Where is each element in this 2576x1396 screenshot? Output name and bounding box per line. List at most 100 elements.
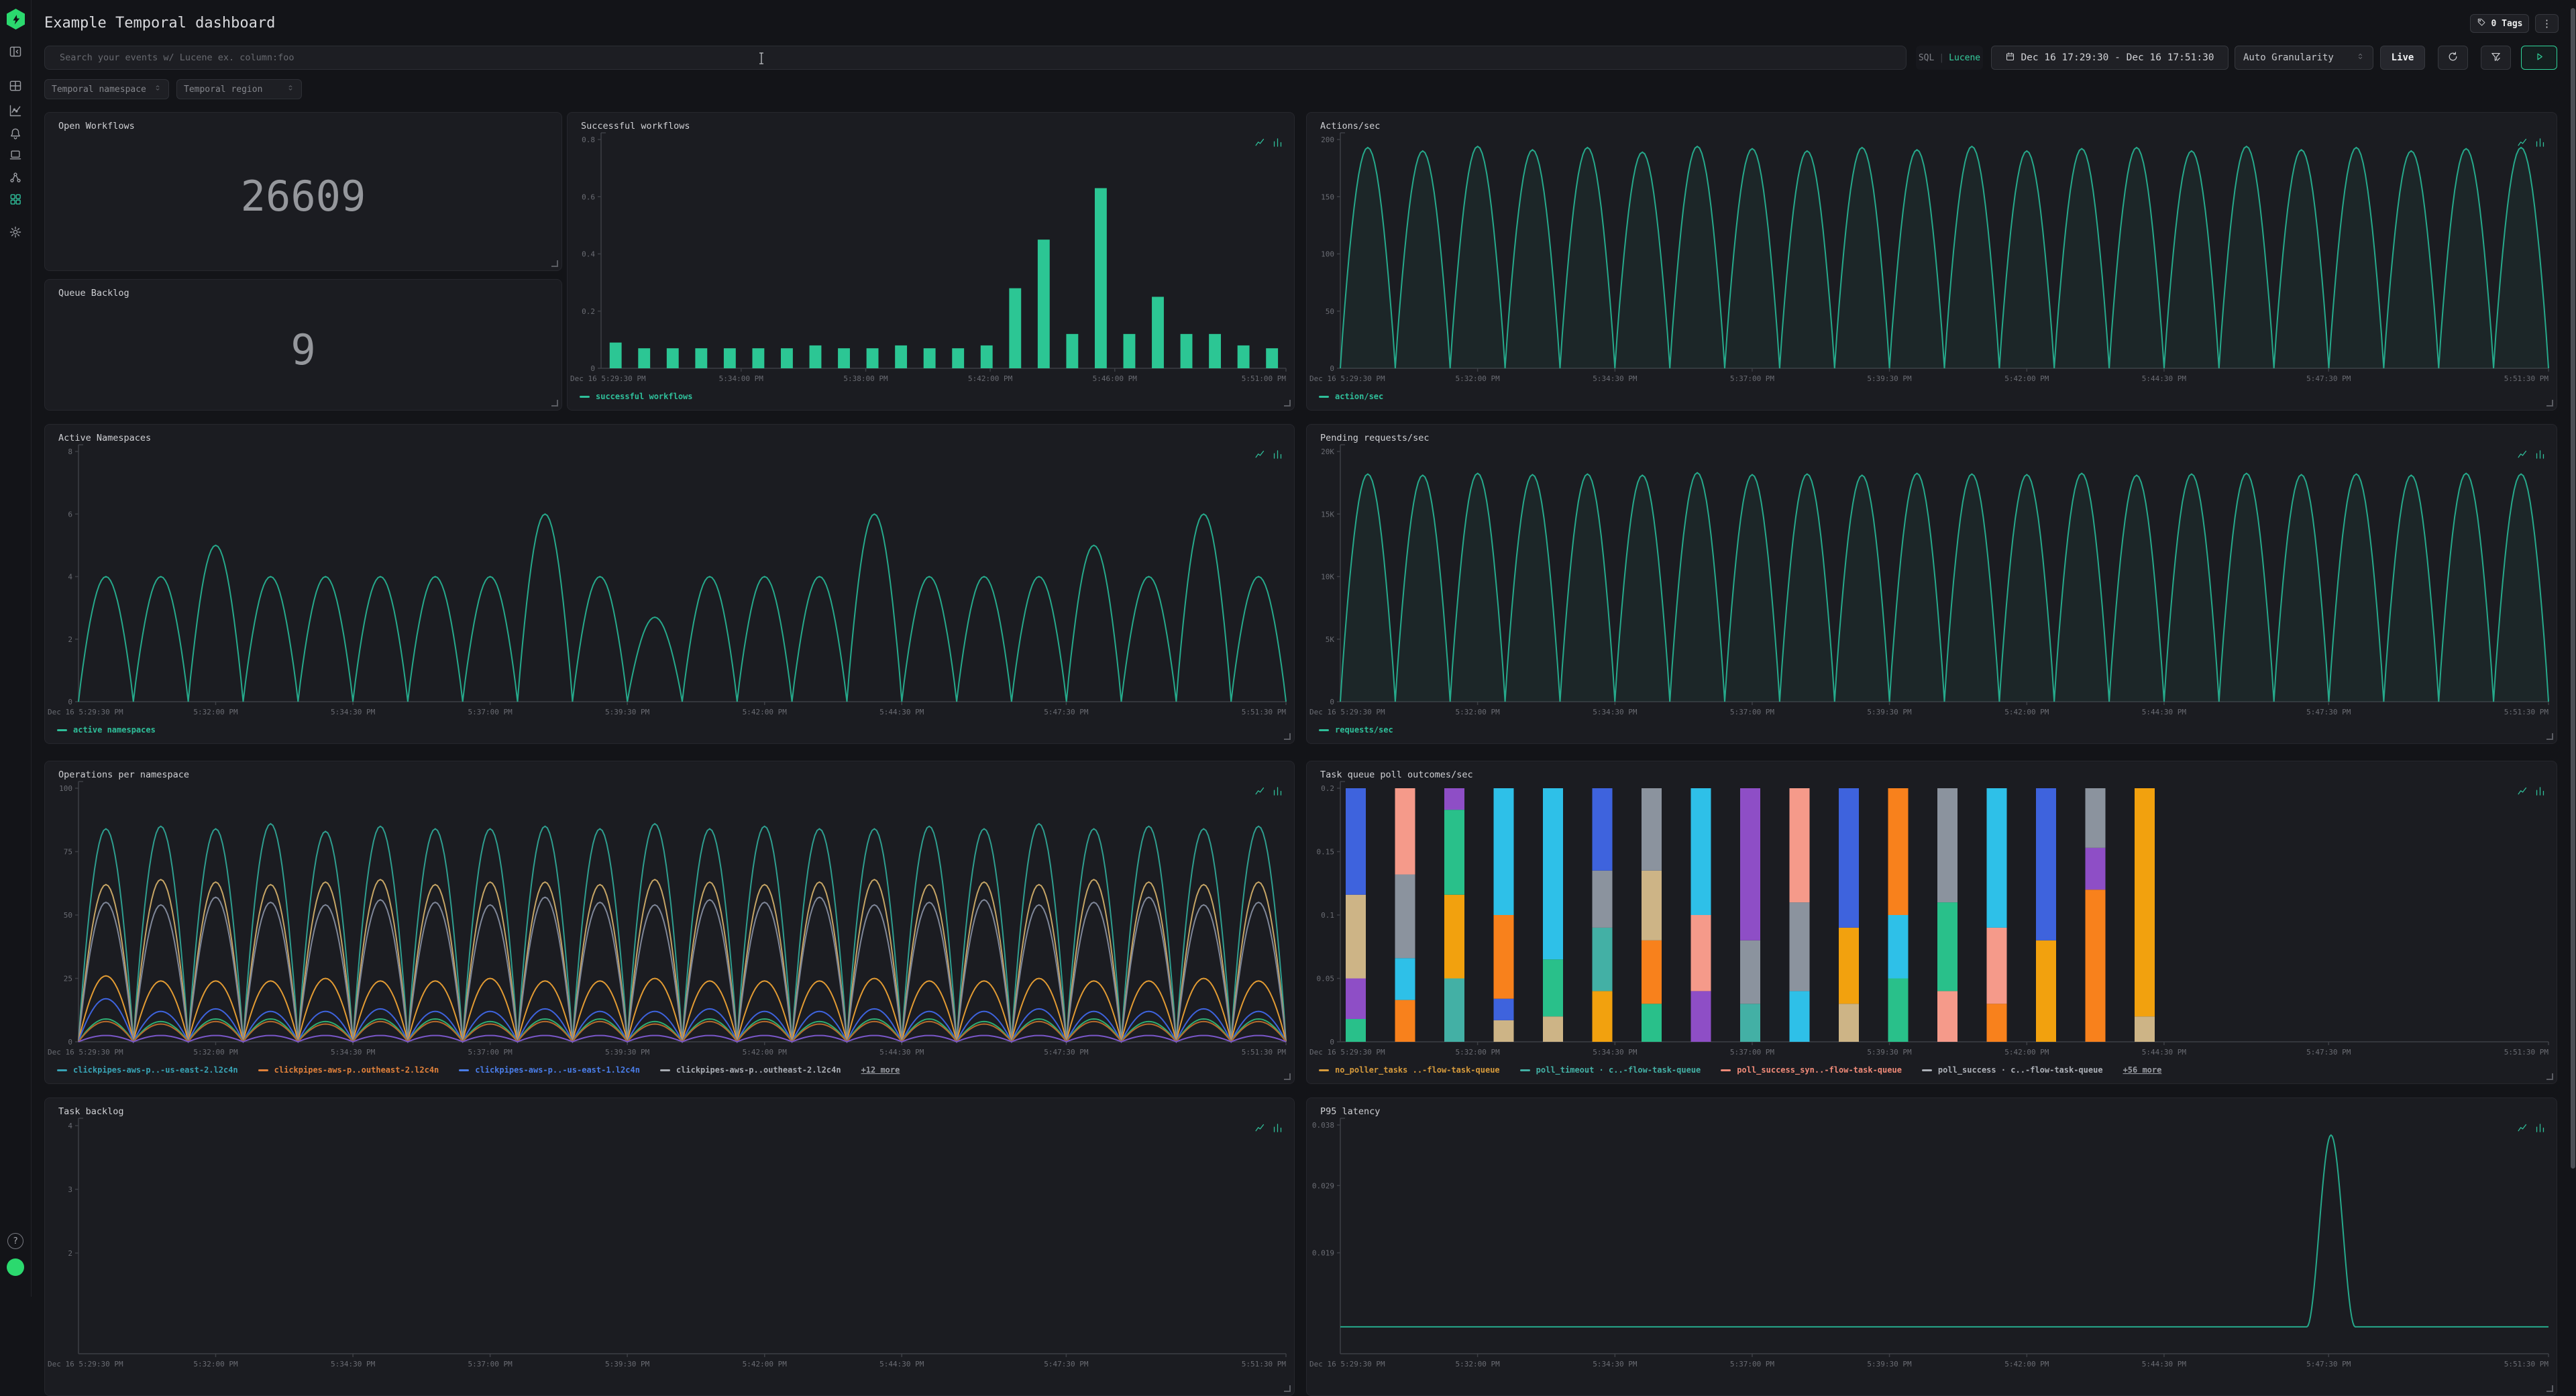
bar-chart-icon[interactable] xyxy=(2534,1122,2546,1136)
legend-item[interactable]: active namespaces xyxy=(57,725,156,735)
search-input[interactable]: Search your events w/ Lucene ex. column:… xyxy=(44,46,1907,70)
panel-view-toggles xyxy=(1254,1122,1283,1136)
svg-text:5:47:30 PM: 5:47:30 PM xyxy=(1044,1360,1089,1368)
bar-chart-icon[interactable] xyxy=(1272,786,1283,800)
granularity-value: Auto Granularity xyxy=(2243,52,2334,63)
time-range-picker[interactable]: Dec 16 17:29:30 - Dec 16 17:51:30 xyxy=(1991,46,2229,70)
svg-text:4: 4 xyxy=(68,1122,72,1130)
svg-text:Dec 16 5:29:30 PM: Dec 16 5:29:30 PM xyxy=(48,708,123,716)
legend-item[interactable]: poll_success · c..-flow-task-queue xyxy=(1921,1065,2103,1075)
query-mode-lucene[interactable]: Lucene xyxy=(1949,52,1981,63)
query-mode-sql[interactable]: SQL xyxy=(1918,52,1935,63)
chart-task-queue[interactable]: 0 0.05 0.1 0.15 0.2 Dec 16 5:29:30 PM 5:32:00 … xyxy=(1307,761,2557,1083)
chart-pending-requests[interactable]: 0 5K 10K 15K 20K Dec 16 5:29:30 PM 5:32:00 PM 5… xyxy=(1307,425,2557,743)
legend-item[interactable]: requests/sec xyxy=(1319,725,1393,735)
layout-grid-icon[interactable] xyxy=(8,78,23,93)
svg-text:0.6: 0.6 xyxy=(582,193,595,201)
stat-value: 9 xyxy=(290,325,316,374)
kebab-menu-button[interactable]: ⋮ xyxy=(2535,14,2559,33)
metrics-chart-icon[interactable] xyxy=(8,103,23,118)
panel-collapse-icon[interactable] xyxy=(8,44,23,59)
line-chart-icon[interactable] xyxy=(2517,449,2528,463)
line-chart-icon[interactable] xyxy=(2517,1122,2528,1136)
chart-active-namespaces[interactable]: 0 2 4 6 8 Dec 16 5:29:30 PM 5:32:00 PM 5:34:30 … xyxy=(45,425,1294,743)
panel-task-queue: Task queue poll outcomes/sec 0 0.05 0.1 0.1… xyxy=(1306,761,2557,1084)
line-chart-icon[interactable] xyxy=(1254,449,1266,463)
resize-handle[interactable] xyxy=(1284,400,1291,407)
notifications-bell-icon[interactable] xyxy=(8,126,23,141)
svg-text:Dec 16 5:29:30 PM: Dec 16 5:29:30 PM xyxy=(48,1360,123,1368)
svg-text:5:39:30 PM: 5:39:30 PM xyxy=(1867,708,1912,716)
legend: clickpipes-aws-p..-us-east-2.l2c4n clickp… xyxy=(57,1065,900,1075)
chart-successful-workflows[interactable]: 0 0.2 0.4 0.6 0.8 Dec 16 5:29:30 PM 5:34:00 PM… xyxy=(568,113,1294,410)
live-button[interactable]: Live xyxy=(2380,46,2425,70)
filter-edit-button[interactable] xyxy=(2481,46,2511,70)
svg-text:100: 100 xyxy=(59,784,72,793)
tags-button[interactable]: 0 Tags xyxy=(2470,14,2529,33)
line-chart-icon[interactable] xyxy=(1254,1122,1266,1136)
svg-text:5:44:30 PM: 5:44:30 PM xyxy=(879,708,924,716)
panel-view-toggles xyxy=(1254,137,1283,151)
dashboards-grid-icon[interactable] xyxy=(8,192,23,207)
legend-item[interactable]: poll_timeout · c..-flow-task-queue xyxy=(1519,1065,1701,1075)
legend-item[interactable]: clickpipes-aws-p..-us-east-2.l2c4n xyxy=(57,1065,238,1075)
chart-actions-sec[interactable]: 0 50 100 150 200 Dec 16 5:29:30 PM 5:32:00 PM 5… xyxy=(1307,113,2557,410)
line-chart-icon[interactable] xyxy=(1254,137,1266,151)
granularity-select[interactable]: Auto Granularity xyxy=(2235,46,2373,70)
query-mode-toggle[interactable]: SQL | Lucene xyxy=(1916,46,1983,70)
resize-handle[interactable] xyxy=(2546,400,2553,407)
bar-chart-icon[interactable] xyxy=(1272,449,1283,463)
resize-handle[interactable] xyxy=(551,400,558,407)
topology-nodes-icon[interactable] xyxy=(8,170,23,185)
legend-item[interactable]: clickpipes-aws-p..-us-east-1.l2c4n xyxy=(459,1065,640,1075)
svg-text:5:37:00 PM: 5:37:00 PM xyxy=(468,1048,513,1057)
line-chart-icon[interactable] xyxy=(1254,786,1266,800)
resize-handle[interactable] xyxy=(2546,733,2553,740)
scrollbar-thumb[interactable] xyxy=(2571,8,2575,1169)
svg-text:5:47:30 PM: 5:47:30 PM xyxy=(1044,708,1089,716)
help-icon[interactable]: ? xyxy=(7,1233,23,1249)
settings-gear-icon[interactable] xyxy=(8,225,23,239)
resize-handle[interactable] xyxy=(1284,1073,1291,1080)
filter-temporal-region[interactable]: Temporal region xyxy=(176,79,302,99)
legend-item[interactable]: successful workflows xyxy=(580,392,693,401)
svg-text:0: 0 xyxy=(590,364,595,373)
resize-handle[interactable] xyxy=(551,260,558,267)
bar-chart-icon[interactable] xyxy=(1272,1122,1283,1136)
panel-title: Queue Backlog xyxy=(58,288,129,299)
svg-text:5:42:00 PM: 5:42:00 PM xyxy=(2004,374,2049,383)
bar-chart-icon[interactable] xyxy=(2534,786,2546,800)
line-chart-icon[interactable] xyxy=(2517,137,2528,151)
chart-p95-latency[interactable]: 0.038 0.029 0.019 Dec 16 5:29:30 PM 5:32:00 … xyxy=(1307,1098,2557,1395)
svg-text:20K: 20K xyxy=(1321,447,1334,456)
filter-temporal-namespace[interactable]: Temporal namespace xyxy=(44,79,169,99)
screen-icon[interactable] xyxy=(8,148,23,162)
svg-text:5:34:00 PM: 5:34:00 PM xyxy=(719,374,764,383)
panel-queue-backlog: Queue Backlog 9 xyxy=(44,279,562,411)
resize-handle[interactable] xyxy=(2546,1385,2553,1392)
panel-title: Pending requests/sec xyxy=(1320,433,1430,443)
user-avatar[interactable] xyxy=(7,1258,24,1276)
refresh-button[interactable] xyxy=(2438,46,2468,70)
run-query-button[interactable] xyxy=(2521,46,2557,70)
resize-handle[interactable] xyxy=(1284,1385,1291,1392)
line-chart-icon[interactable] xyxy=(2517,786,2528,800)
legend-item[interactable]: no_poller_tasks ..-flow-task-queue xyxy=(1319,1065,1500,1075)
legend-item[interactable]: action/sec xyxy=(1319,392,1383,401)
chart-task-backlog[interactable]: 4 3 2 Dec 16 5:29:30 PM 5:32:00 PM 5:34:30 PM… xyxy=(45,1098,1294,1395)
bar-chart-icon[interactable] xyxy=(2534,449,2546,463)
bar-chart-icon[interactable] xyxy=(2534,137,2546,151)
app-logo-icon[interactable] xyxy=(7,9,25,30)
resize-handle[interactable] xyxy=(1284,733,1291,740)
legend-item[interactable]: poll_success_syn..-flow-task-queue xyxy=(1721,1065,1902,1075)
legend-more-link[interactable]: +56 more xyxy=(2123,1065,2162,1075)
legend-item[interactable]: clickpipes-aws-p..outheast-2.l2c4n xyxy=(258,1065,439,1075)
panel-actions-sec: Actions/sec 0 50 100 150 200 Dec 16 5:29:30 P… xyxy=(1306,112,2557,411)
svg-text:0: 0 xyxy=(1330,1038,1334,1046)
legend-more-link[interactable]: +12 more xyxy=(861,1065,900,1075)
legend-item[interactable]: clickpipes-aws-p..outheast-2.l2c4n xyxy=(659,1065,841,1075)
bar-chart-icon[interactable] xyxy=(1272,137,1283,151)
resize-handle[interactable] xyxy=(2546,1073,2553,1080)
chart-operations-namespace[interactable]: 0 25 50 75 100 Dec 16 5:29:30 PM 5:32:00 PM 5:3… xyxy=(45,761,1294,1083)
legend: no_poller_tasks ..-flow-task-queue poll_t… xyxy=(1319,1065,2161,1075)
